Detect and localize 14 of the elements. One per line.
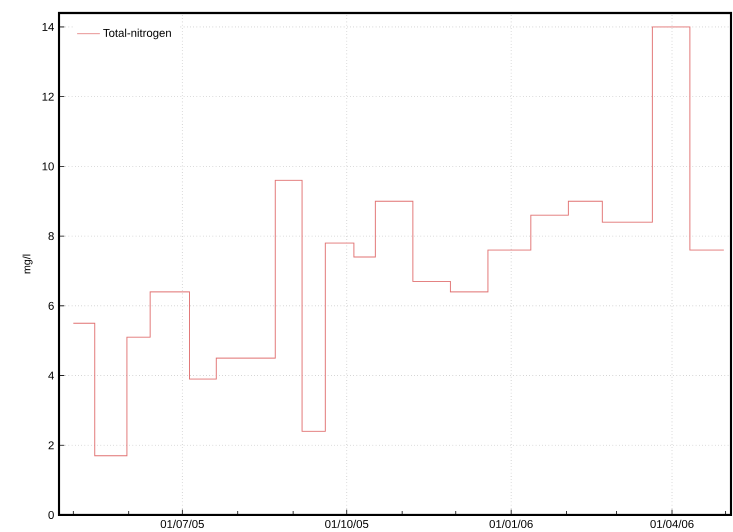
y-tick-label: 2 [48, 441, 54, 450]
y-tick-label: 14 [42, 23, 54, 31]
x-tick-label: 01/01/06 [490, 520, 533, 528]
x-tick-label: 01/04/06 [650, 520, 694, 528]
y-tick-label: 10 [42, 162, 54, 170]
legend-label: Total-nitrogen [103, 28, 171, 40]
y-tick-label: 4 [48, 372, 54, 380]
y-tick-label: 8 [48, 232, 54, 240]
y-tick-label: 0 [48, 510, 54, 519]
y-tick-label: 6 [48, 302, 54, 310]
y-axis-title: mg/l [22, 254, 33, 274]
y-tick-label: 12 [42, 92, 54, 101]
x-tick-label: 01/07/05 [160, 520, 204, 528]
x-tick-label: 01/10/05 [325, 520, 368, 528]
